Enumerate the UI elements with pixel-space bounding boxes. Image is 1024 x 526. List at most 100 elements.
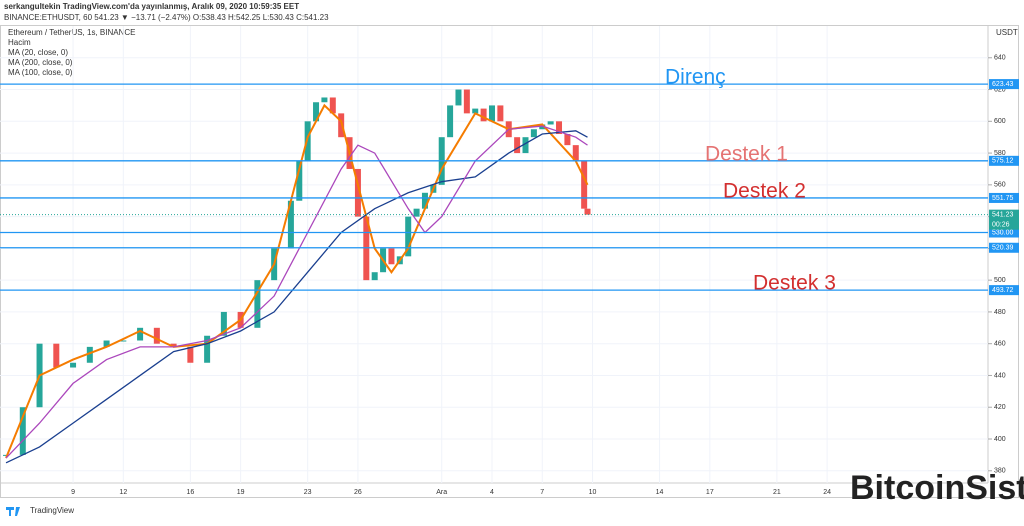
level-label-box	[989, 192, 1019, 203]
candle	[447, 105, 454, 138]
quote: BINANCE:ETHUSDT, 60 541.23 ▼ −13.71 (−2.…	[4, 13, 329, 22]
y-tick-label: 400	[994, 436, 1006, 443]
last-price-label: 541.23	[992, 212, 1014, 219]
legend-entry: MA (100, close, 0)	[8, 68, 73, 77]
logo	[6, 507, 20, 516]
ma-line	[5, 103, 589, 459]
publisher: serkangultekin TradingView.com'da yayınl…	[4, 2, 299, 11]
candle	[463, 89, 470, 114]
candle	[204, 335, 211, 363]
x-tick-label: 4	[490, 489, 494, 496]
candle	[19, 407, 26, 455]
x-tick-label: 19	[237, 489, 245, 496]
y-tick-label: 480	[994, 309, 1006, 316]
legend-volume: Hacim	[8, 38, 31, 47]
candle	[70, 362, 77, 368]
legend-entry: MA (20, close, 0)	[8, 48, 68, 57]
candle	[514, 137, 521, 154]
y-tick-label: 460	[994, 341, 1006, 348]
ma-line	[5, 130, 588, 464]
footer: TradingView	[30, 506, 74, 515]
watermark: BitcoinSistemi	[850, 469, 1024, 507]
x-tick-label: Ara	[436, 489, 447, 496]
level-label-box	[989, 155, 1019, 166]
level-label-box	[989, 227, 1019, 238]
candle	[572, 145, 579, 162]
candle	[220, 311, 227, 336]
last-price-box	[989, 209, 1019, 230]
y-tick-label: 580	[994, 150, 1006, 157]
candle	[304, 121, 311, 162]
candle	[472, 108, 479, 114]
x-tick-label: 23	[304, 489, 312, 496]
level-label-box	[989, 242, 1019, 253]
candle	[53, 343, 60, 368]
candle	[539, 124, 546, 130]
level-label: 530.00	[992, 229, 1014, 236]
candle	[187, 346, 194, 363]
level-label: 575.12	[992, 158, 1014, 165]
candle	[321, 97, 328, 103]
currency: USDT	[996, 28, 1018, 37]
y-tick-label: 600	[994, 118, 1006, 125]
legend-symbol: Ethereum / TetherUS, 1s, BINANCE	[8, 28, 135, 37]
candle	[287, 200, 294, 249]
candle	[371, 272, 378, 281]
y-tick-label: 640	[994, 55, 1006, 62]
candle	[413, 208, 420, 217]
ma-line	[5, 125, 588, 459]
candle	[530, 129, 537, 138]
countdown: 00:26	[992, 222, 1010, 229]
candle	[388, 248, 395, 265]
candle	[137, 327, 144, 341]
candle	[547, 121, 554, 125]
candle	[497, 105, 504, 122]
annotation: Direnç	[665, 66, 726, 89]
x-tick-label: 24	[823, 489, 831, 496]
candle	[581, 161, 588, 209]
x-tick-label: 7	[540, 489, 544, 496]
candle	[254, 280, 261, 328]
y-tick-label: 440	[994, 372, 1006, 379]
x-tick-label: 10	[589, 489, 597, 496]
candle	[153, 327, 160, 344]
level-label: 623.43	[992, 81, 1014, 88]
candle	[313, 102, 320, 122]
x-tick-label: 17	[706, 489, 714, 496]
level-label: 551.75	[992, 195, 1014, 202]
y-tick-label: 500	[994, 277, 1006, 284]
candle	[455, 89, 462, 106]
legend-entry: MA (200, close, 0)	[8, 58, 73, 67]
candle	[556, 121, 563, 135]
candle	[329, 97, 336, 114]
x-tick-label: 16	[186, 489, 194, 496]
candle	[480, 108, 487, 122]
candle	[564, 134, 571, 146]
candle	[86, 346, 93, 363]
candle	[338, 113, 345, 138]
candle	[421, 192, 428, 209]
x-tick-label: 26	[354, 489, 362, 496]
x-tick-label: 21	[773, 489, 781, 496]
annotation: Destek 2	[723, 179, 806, 202]
annotation: Destek 3	[753, 272, 836, 295]
y-tick-label: 380	[994, 468, 1006, 475]
frame	[0, 25, 1019, 498]
x-tick-label: 12	[119, 489, 127, 496]
candle	[584, 208, 591, 215]
level-label: 520.39	[992, 245, 1014, 252]
level-label-box	[989, 285, 1019, 296]
candle	[3, 454, 10, 456]
y-tick-label: 560	[994, 182, 1006, 189]
x-tick-label: 9	[71, 489, 75, 496]
candle	[488, 105, 495, 122]
candle	[170, 343, 177, 347]
candle	[120, 340, 127, 342]
level-label: 493.72	[992, 287, 1014, 294]
y-tick-label: 620	[994, 86, 1006, 93]
candle	[405, 216, 412, 257]
candle	[296, 161, 303, 201]
level-label-box	[989, 79, 1019, 90]
